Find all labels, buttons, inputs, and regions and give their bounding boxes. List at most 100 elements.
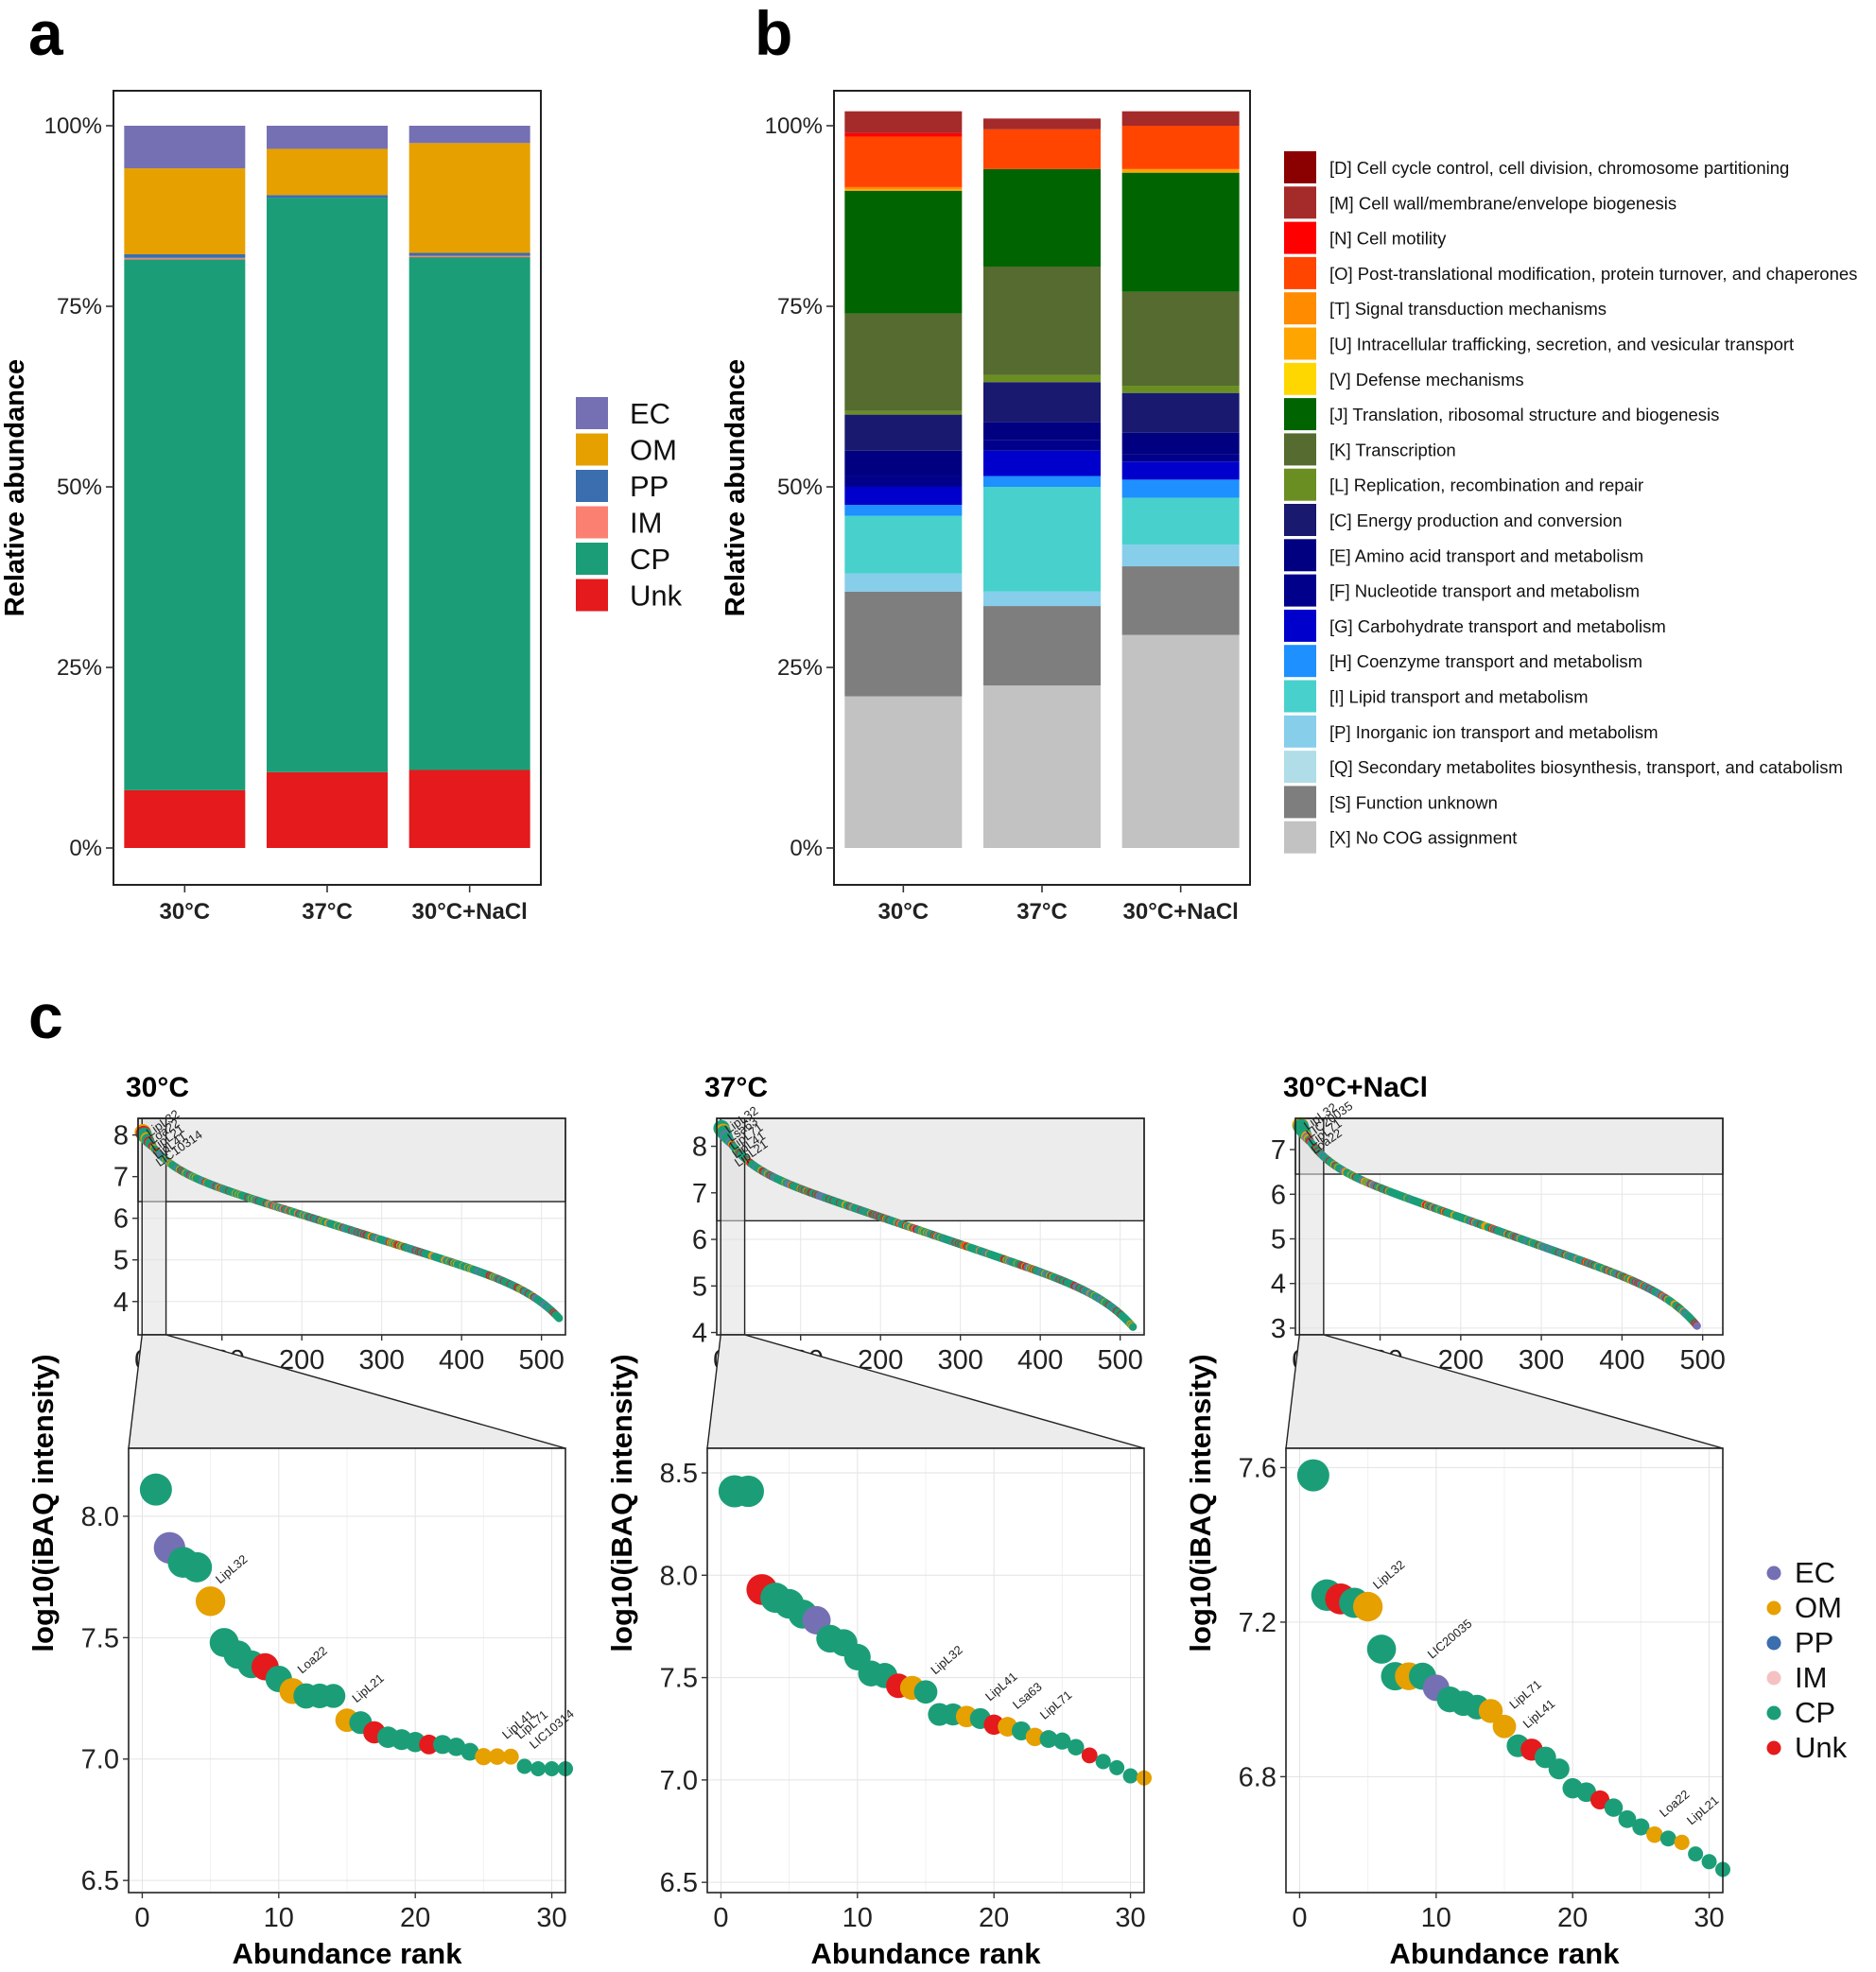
- bar-segment: [1121, 291, 1240, 387]
- legend-label: [J] Translation, ribosomal structure and…: [1329, 405, 1719, 424]
- zoom-data-point: [1632, 1818, 1650, 1836]
- bar-segment: [983, 422, 1101, 441]
- zoom-data-point: [1492, 1714, 1517, 1738]
- bar-segment: [408, 143, 530, 253]
- overview-data-point: [555, 1314, 564, 1323]
- y-tick-label: 8.0: [660, 1561, 698, 1591]
- x-tick-label: 400: [439, 1345, 484, 1375]
- x-tick-label: 37°C: [1016, 899, 1068, 925]
- legend-swatch-im: [576, 506, 608, 539]
- bar-segment: [1121, 545, 1240, 567]
- bar-segment: [844, 450, 963, 476]
- bar-segment: [983, 382, 1101, 423]
- zoom-connector: [128, 1334, 566, 1449]
- panel-a-stacked-bar-chart: 0% 25% 50% 75% 100% 30°C 37°C 30°C+NaCl Relative…: [0, 90, 683, 925]
- bar-segment: [844, 189, 963, 191]
- zoom-data-point: [460, 1742, 479, 1761]
- x-tick-label: 20: [979, 1903, 1009, 1933]
- legend-swatch: [1284, 398, 1316, 431]
- legend-label-pp: PP: [630, 470, 669, 503]
- bar-segment: [267, 195, 388, 199]
- bar-segment: [408, 257, 530, 770]
- bar-segment: [124, 126, 246, 169]
- bar-segment: [844, 487, 963, 506]
- x-axis-title: Abundance rank: [233, 1937, 463, 1970]
- legend-label: [X] No COG assignment: [1329, 828, 1517, 848]
- zoom-data-point: [1701, 1854, 1717, 1870]
- zoom-data-point: [1646, 1825, 1663, 1843]
- y-tick-label: 7.5: [660, 1664, 698, 1694]
- legend-swatch: [1284, 186, 1316, 219]
- legend-label: [M] Cell wall/membrane/envelope biogenes…: [1329, 193, 1676, 213]
- legend-label: [D] Cell cycle control, cell division, c…: [1329, 158, 1789, 178]
- x-tick-label: 300: [937, 1345, 982, 1375]
- bar-segment: [844, 190, 963, 314]
- y-tick-label: 4: [113, 1288, 129, 1318]
- bar-segment: [1121, 497, 1240, 545]
- legend-label-im: IM: [630, 507, 662, 540]
- bar-segment: [1121, 168, 1240, 173]
- legend-swatch: [1284, 786, 1316, 819]
- bar-segment: [408, 770, 530, 848]
- y-axis-title: log10(iBAQ intensity): [605, 1354, 638, 1652]
- x-tick-label: 30°C: [160, 899, 211, 925]
- y-tick-label: 6: [113, 1204, 129, 1235]
- y-tick-label: 8.0: [81, 1502, 119, 1532]
- x-tick-label: 400: [1599, 1345, 1644, 1375]
- legend-label: [V] Defense mechanisms: [1329, 370, 1524, 389]
- bar-segment: [124, 257, 246, 260]
- y-tick-label: 8: [113, 1121, 129, 1151]
- bar-segment: [1121, 634, 1240, 848]
- zoom-data-point: [1068, 1738, 1085, 1756]
- zoom-data-point: [139, 1473, 172, 1506]
- legend-swatch: [1284, 574, 1316, 607]
- bar-segment: [1121, 126, 1240, 169]
- zoom-data-point: [419, 1734, 440, 1755]
- x-tick-label: 10: [842, 1903, 873, 1933]
- bar-segment: [408, 126, 530, 144]
- x-tick-label: 30°C+NaCl: [412, 899, 528, 925]
- legend-swatch-pp: [576, 470, 608, 502]
- legend-label-om: OM: [1795, 1591, 1842, 1624]
- legend-label: [U] Intracellular trafficking, secretion…: [1329, 335, 1794, 355]
- zoom-data-point: [1122, 1768, 1138, 1784]
- y-tick-label: 6: [692, 1225, 707, 1255]
- legend-swatch: [1284, 433, 1316, 466]
- bar-segment: [408, 255, 530, 258]
- zoom-data-point: [1053, 1732, 1071, 1750]
- zoom-data-point: [544, 1761, 560, 1777]
- zoom-plot-frame: [706, 1447, 1145, 1894]
- panel-letter-c: c: [28, 981, 63, 1051]
- bar-segment: [983, 374, 1101, 383]
- bar-segment: [408, 252, 530, 256]
- legend-swatch: [1284, 468, 1316, 501]
- bar-segment: [983, 685, 1101, 848]
- y-tick-label: 7: [692, 1179, 707, 1209]
- y-tick-label: 6.5: [81, 1866, 119, 1896]
- zoom-data-point: [1478, 1699, 1503, 1723]
- y-tick-label: 6.8: [1239, 1762, 1277, 1792]
- bar-segment: [1121, 566, 1240, 635]
- x-tick-label: 400: [1017, 1345, 1063, 1375]
- bar-segment: [983, 476, 1101, 487]
- zoom-plot-frame: [1285, 1447, 1724, 1894]
- legend-label: [N] Cell motility: [1329, 229, 1447, 249]
- bar-segment: [983, 591, 1101, 607]
- panel-b-cog-stacked-bar-chart: 0% 25% 50% 75% 100% 30°C 37°C 30°C+NaCl Relative…: [721, 90, 1857, 925]
- zoom-connector: [706, 1334, 1145, 1449]
- zoom-data-point: [1081, 1747, 1098, 1764]
- bar-segment: [124, 789, 246, 848]
- bar-segment: [1121, 392, 1240, 433]
- legend-swatch: [1284, 645, 1316, 678]
- x-tick-label: 20: [400, 1903, 430, 1933]
- overview-data-point: [1128, 1323, 1138, 1331]
- legend-label: [F] Nucleotide transport and metabolism: [1329, 581, 1640, 601]
- legend-dot-cp: [1766, 1705, 1781, 1721]
- x-tick-label: 10: [264, 1903, 294, 1933]
- y-axis-title: log10(iBAQ intensity): [26, 1354, 60, 1652]
- x-tick-label: 30: [536, 1903, 566, 1933]
- condition-title: 37°C: [704, 1072, 768, 1103]
- zoom-data-point: [1548, 1758, 1570, 1780]
- x-tick-label: 30: [1115, 1903, 1145, 1933]
